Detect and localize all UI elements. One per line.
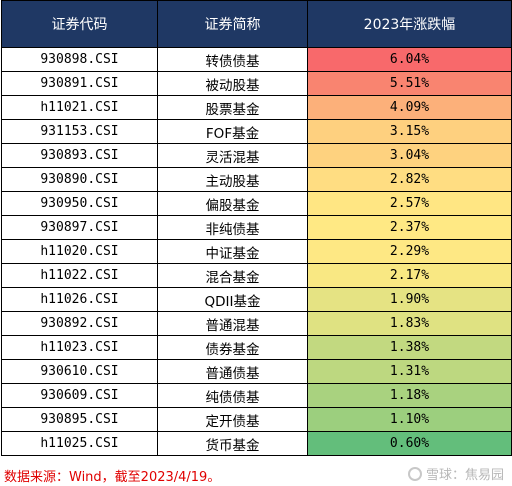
cell-code: 931153.CSI <box>1 119 158 144</box>
cell-name: QDII基金 <box>157 287 308 312</box>
cell-code: 930893.CSI <box>1 143 158 168</box>
table-row: 930890.CSI 主动股基 2.82% <box>1 167 512 192</box>
snowball-logo-icon <box>407 466 422 481</box>
header-change: 2023年涨跌幅 <box>307 0 512 48</box>
cell-code: 930610.CSI <box>1 359 158 384</box>
cell-change: 3.04% <box>307 143 512 168</box>
cell-change: 0.60% <box>307 431 512 456</box>
cell-code: h11020.CSI <box>1 239 158 264</box>
cell-change: 2.82% <box>307 167 512 192</box>
cell-change: 1.90% <box>307 287 512 312</box>
cell-code: 930609.CSI <box>1 383 158 408</box>
watermark-text: 雪球：焦易园 <box>425 468 504 483</box>
fund-return-table: 证券代码 证券简称 2023年涨跌幅 930898.CSI 转债债基 6.04% 93… <box>1 0 512 456</box>
table-row: 930891.CSI 被动股基 5.51% <box>1 71 512 96</box>
cell-change: 6.04% <box>307 47 512 72</box>
cell-name: 非纯债基 <box>157 215 308 240</box>
cell-code: 930892.CSI <box>1 311 158 336</box>
cell-name: FOF基金 <box>157 119 308 144</box>
cell-name: 股票基金 <box>157 95 308 120</box>
source-note: 数据来源：Wind，截至2023/4/19。 <box>4 470 221 485</box>
cell-change: 2.29% <box>307 239 512 264</box>
header-name: 证券简称 <box>157 0 308 48</box>
table-row: h11020.CSI 中证基金 2.29% <box>1 239 512 264</box>
cell-change: 1.18% <box>307 383 512 408</box>
table-row: 930950.CSI 偏股基金 2.57% <box>1 191 512 216</box>
table-row: 931153.CSI FOF基金 3.15% <box>1 119 512 144</box>
cell-code: 930891.CSI <box>1 71 158 96</box>
cell-change: 1.38% <box>307 335 512 360</box>
cell-code: 930890.CSI <box>1 167 158 192</box>
table-row: 930609.CSI 纯债债基 1.18% <box>1 383 512 408</box>
cell-change: 2.17% <box>307 263 512 288</box>
cell-change: 1.31% <box>307 359 512 384</box>
table-row: 930895.CSI 定开债基 1.10% <box>1 407 512 432</box>
cell-code: 930950.CSI <box>1 191 158 216</box>
cell-name: 货币基金 <box>157 431 308 456</box>
table-row: h11025.CSI 货币基金 0.60% <box>1 431 512 456</box>
table-row: 930893.CSI 灵活混基 3.04% <box>1 143 512 168</box>
watermark: 雪球：焦易园 <box>407 464 504 483</box>
header-code: 证券代码 <box>1 0 158 48</box>
cell-name: 中证基金 <box>157 239 308 264</box>
cell-name: 纯债债基 <box>157 383 308 408</box>
cell-name: 主动股基 <box>157 167 308 192</box>
table-row: h11021.CSI 股票基金 4.09% <box>1 95 512 120</box>
cell-change: 5.51% <box>307 71 512 96</box>
cell-name: 转债债基 <box>157 47 308 72</box>
cell-code: h11021.CSI <box>1 95 158 120</box>
cell-name: 灵活混基 <box>157 143 308 168</box>
cell-code: h11022.CSI <box>1 263 158 288</box>
cell-code: h11023.CSI <box>1 335 158 360</box>
cell-code: h11026.CSI <box>1 287 158 312</box>
cell-name: 被动股基 <box>157 71 308 96</box>
table-body: 930898.CSI 转债债基 6.04% 930891.CSI 被动股基 5.51% h1… <box>1 47 512 456</box>
cell-change: 3.15% <box>307 119 512 144</box>
cell-name: 偏股基金 <box>157 191 308 216</box>
table-row: h11026.CSI QDII基金 1.90% <box>1 287 512 312</box>
cell-change: 2.57% <box>307 191 512 216</box>
table-row: 930892.CSI 普通混基 1.83% <box>1 311 512 336</box>
cell-code: h11025.CSI <box>1 431 158 456</box>
table-row: 930898.CSI 转债债基 6.04% <box>1 47 512 72</box>
cell-code: 930895.CSI <box>1 407 158 432</box>
cell-code: 930898.CSI <box>1 47 158 72</box>
table-row: 930897.CSI 非纯债基 2.37% <box>1 215 512 240</box>
cell-name: 混合基金 <box>157 263 308 288</box>
cell-change: 1.83% <box>307 311 512 336</box>
cell-name: 定开债基 <box>157 407 308 432</box>
table-row: h11023.CSI 债券基金 1.38% <box>1 335 512 360</box>
cell-change: 2.37% <box>307 215 512 240</box>
cell-change: 1.10% <box>307 407 512 432</box>
table-row: 930610.CSI 普通债基 1.31% <box>1 359 512 384</box>
cell-name: 普通债基 <box>157 359 308 384</box>
cell-name: 普通混基 <box>157 311 308 336</box>
cell-code: 930897.CSI <box>1 215 158 240</box>
cell-name: 债券基金 <box>157 335 308 360</box>
header-row: 证券代码 证券简称 2023年涨跌幅 <box>1 0 512 48</box>
table-row: h11022.CSI 混合基金 2.17% <box>1 263 512 288</box>
cell-change: 4.09% <box>307 95 512 120</box>
